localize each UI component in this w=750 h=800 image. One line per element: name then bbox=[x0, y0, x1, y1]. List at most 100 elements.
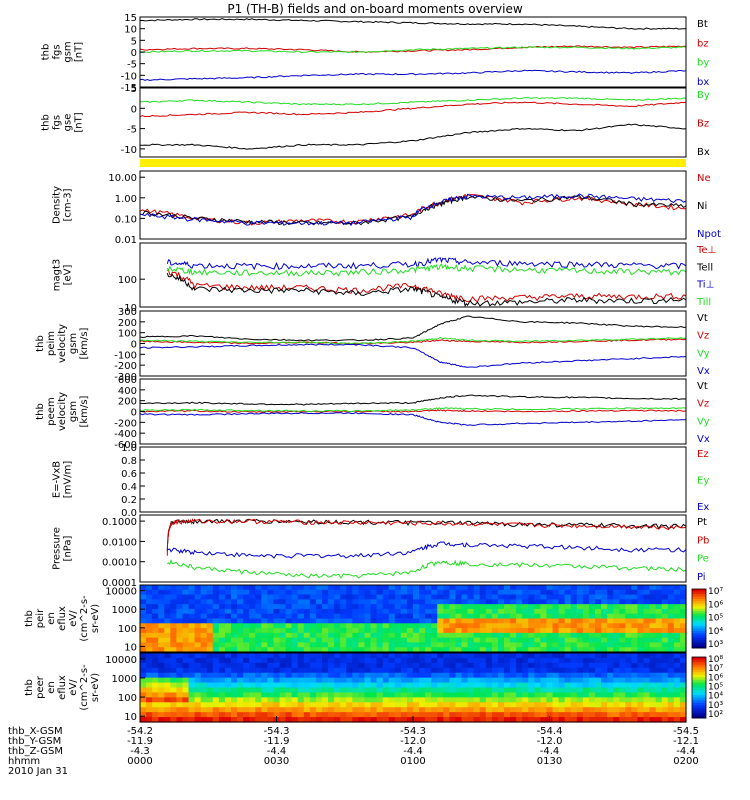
y-axis-label: thb bbox=[24, 610, 35, 627]
series-line-Te⊥ bbox=[167, 269, 687, 303]
y-tick-label: -400 bbox=[114, 429, 137, 440]
y-axis-label: peem bbox=[46, 397, 57, 425]
colorbar-label: 10⁵ bbox=[708, 614, 723, 624]
series-line-Vy bbox=[139, 336, 687, 345]
x-tick-label: -54.4 bbox=[537, 726, 563, 737]
y-tick-label: -15 bbox=[121, 83, 137, 94]
y-axis-label: thb bbox=[41, 114, 52, 131]
legend-entry: Vy bbox=[697, 416, 710, 427]
y-tick-label: 0.0010 bbox=[102, 558, 137, 569]
legend-entry: Ey bbox=[697, 476, 709, 487]
y-tick-label: -200 bbox=[114, 418, 137, 429]
legend-entry: Tell bbox=[696, 262, 713, 273]
legend-entry: Vx bbox=[697, 366, 710, 377]
y-axis-label: (cm^2-s- bbox=[79, 595, 90, 642]
y-tick-label: 0.0100 bbox=[102, 537, 137, 548]
series-line-Till bbox=[166, 263, 687, 277]
y-tick-label: 10 bbox=[124, 25, 137, 36]
series-line-Npot bbox=[139, 193, 687, 227]
x-tick-label: 0200 bbox=[673, 756, 698, 767]
y-tick-label: 100 bbox=[118, 275, 137, 286]
mode-bar bbox=[140, 159, 686, 167]
y-tick-label: 0.01 bbox=[115, 235, 137, 246]
series-line-Vz bbox=[139, 338, 687, 345]
legend-entry: Vy bbox=[697, 348, 710, 359]
y-axis-label: velocity bbox=[57, 392, 68, 431]
y-tick-label: -10 bbox=[121, 145, 137, 156]
panel-6: 1.0 0.8 0.6 0.4 0.2 0.0 E=-VxB [mV/m] Ez Ey Ex bbox=[52, 443, 710, 519]
y-tick-label: 100 bbox=[118, 624, 137, 635]
series-line-Ti⊥ bbox=[166, 257, 687, 271]
series-line-Pi bbox=[167, 541, 687, 559]
legend-entry: Ex bbox=[697, 502, 709, 513]
series-line-Bx bbox=[140, 123, 687, 150]
y-axis-label: thb bbox=[24, 679, 35, 696]
colorbar-label: 10⁴ bbox=[708, 692, 723, 702]
y-axis-label: gsm bbox=[68, 401, 79, 422]
colorbar-label: 10⁷ bbox=[708, 587, 723, 597]
x-axis-row-label: 2010 Jan 31 bbox=[8, 766, 68, 777]
x-tick-label: -4.3 bbox=[130, 746, 150, 757]
y-axis-label: thb bbox=[41, 44, 52, 61]
legend-entry: Bt bbox=[697, 19, 708, 30]
panel-7: 0.1000 0.0100 0.0010 0.0001 Pressure [nPa] Pt P… bbox=[52, 514, 709, 589]
y-axis-label: [eV] bbox=[63, 265, 74, 286]
y-axis-label: peim bbox=[46, 331, 57, 356]
x-tick-label: -4.4 bbox=[540, 746, 560, 757]
y-axis-label: Density bbox=[52, 186, 63, 224]
y-axis-label: gsm bbox=[63, 41, 74, 62]
legend-entry: Pe bbox=[697, 554, 709, 565]
legend-entry: Pb bbox=[697, 535, 709, 546]
y-axis-label: gse bbox=[63, 114, 74, 132]
x-tick-label: -54.3 bbox=[264, 726, 290, 737]
legend-entry: bz bbox=[697, 38, 709, 49]
series-line-Vt bbox=[139, 315, 687, 342]
y-axis-label: peer bbox=[35, 675, 46, 699]
panel-frame bbox=[139, 242, 687, 308]
y-axis-label: (cm^2-s- bbox=[79, 664, 90, 711]
y-tick-label: 1000 bbox=[112, 674, 137, 685]
y-axis-label: E=-VxB bbox=[52, 461, 63, 498]
y-tick-label: 0 bbox=[131, 340, 137, 351]
y-axis-label: [nT] bbox=[74, 112, 85, 132]
y-tick-label: 0 bbox=[131, 104, 137, 115]
x-tick-label: 0000 bbox=[127, 756, 152, 767]
y-tick-label: 0.6 bbox=[121, 469, 137, 480]
series-line-Pb bbox=[166, 518, 687, 556]
y-tick-label: 0.1000 bbox=[102, 517, 137, 528]
y-axis-label: gsm bbox=[68, 333, 79, 354]
legend-entry: Pi bbox=[697, 572, 706, 583]
x-tick-label: 0100 bbox=[400, 756, 425, 767]
plot-title: P1 (TH-B) fields and on-board moments ov… bbox=[227, 2, 523, 16]
y-tick-label: 1000 bbox=[112, 605, 137, 616]
y-axis-label: en bbox=[46, 612, 57, 625]
y-tick-label: 10000 bbox=[105, 587, 137, 598]
series-line-bx bbox=[139, 69, 687, 82]
y-tick-label: -5 bbox=[127, 125, 137, 136]
x-tick-label: -12.0 bbox=[400, 736, 426, 747]
series-line-Bt bbox=[139, 18, 687, 30]
legend-entry: Ne bbox=[697, 173, 711, 184]
x-tick-label: 0130 bbox=[537, 756, 562, 767]
y-axis-label: [mV/m] bbox=[63, 461, 74, 499]
legend-entry: Bz bbox=[697, 119, 709, 130]
y-axis-label: en bbox=[46, 681, 57, 694]
panel-8: 10⁷ 10⁶ 10⁵ 10⁴ 10³ 10000 1000 100 10 thb peir en ef… bbox=[24, 584, 723, 653]
y-tick-label: -600 bbox=[114, 440, 137, 451]
y-tick-label: -300 bbox=[114, 372, 137, 383]
y-axis-label: [nT] bbox=[74, 42, 85, 62]
y-axis-label: eV/ bbox=[68, 610, 79, 627]
y-axis-label: Pressure bbox=[52, 527, 63, 570]
colorbar-label: 10³ bbox=[708, 701, 723, 711]
y-axis-label: velocity bbox=[57, 324, 68, 363]
colorbar-label: 10⁶ bbox=[708, 600, 723, 610]
series-line-Vx bbox=[139, 343, 687, 368]
y-tick-label: 300 bbox=[118, 307, 137, 318]
panel-frame bbox=[139, 87, 687, 158]
colorbar-label: 10³ bbox=[708, 640, 723, 650]
panel-frame bbox=[139, 310, 687, 377]
x-tick-label: -4.4 bbox=[267, 746, 287, 757]
